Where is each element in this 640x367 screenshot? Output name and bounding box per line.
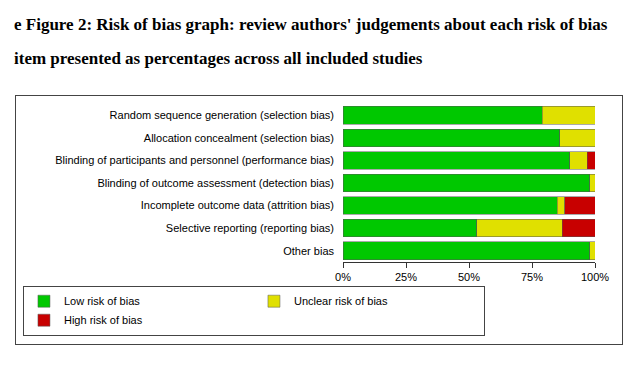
svg-text:High risk of bias: High risk of bias [64,314,143,326]
svg-text:Incomplete outcome data (attri: Incomplete outcome data (attrition bias) [141,199,334,211]
svg-text:25%: 25% [395,271,417,283]
svg-text:0%: 0% [335,271,351,283]
svg-text:Random sequence generation (se: Random sequence generation (selection bi… [110,109,334,121]
svg-text:Other bias: Other bias [283,245,334,257]
svg-text:Low risk of bias: Low risk of bias [64,295,140,307]
svg-text:Unclear risk of bias: Unclear risk of bias [294,295,388,307]
svg-text:75%: 75% [521,271,543,283]
svg-text:50%: 50% [458,271,480,283]
svg-text:Blinding of outcome assessment: Blinding of outcome assessment (detectio… [97,177,334,189]
svg-text:Selective reporting (reporting: Selective reporting (reporting bias) [166,222,334,234]
svg-text:Blinding of participants and p: Blinding of participants and personnel (… [55,154,334,166]
svg-text:100%: 100% [581,271,609,283]
html-text:e Figure 2: Risk of bias graph: e Figure 2: Risk of bias graph: review a… [14,15,608,68]
svg-text:Allocation concealment (select: Allocation concealment (selection bias) [144,132,334,144]
